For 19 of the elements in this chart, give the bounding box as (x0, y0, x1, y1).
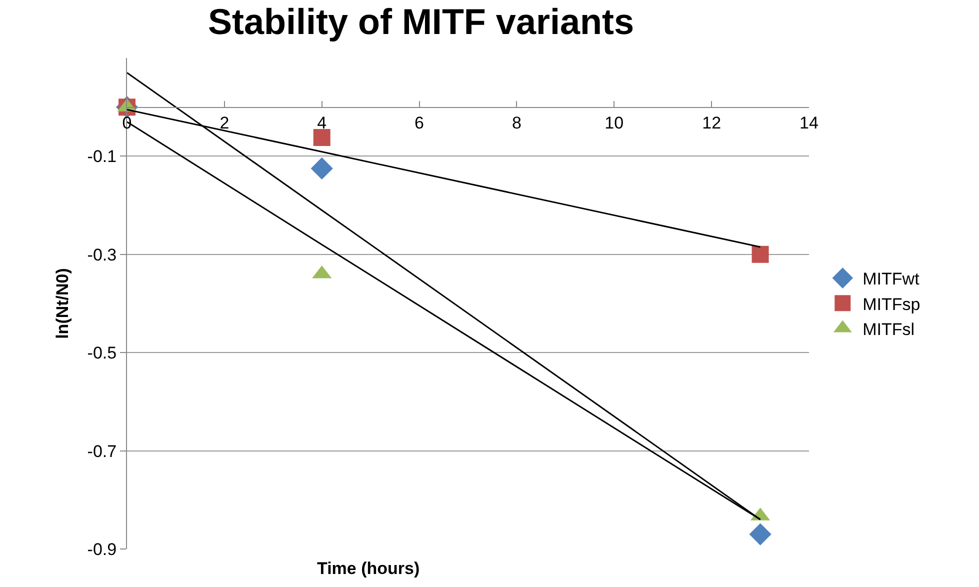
x-tick-label: 6 (414, 114, 424, 132)
y-tick-label: -0.5 (87, 344, 117, 363)
x-tick-label: 12 (702, 114, 722, 132)
y-tick-label: -0.9 (87, 540, 117, 559)
x-tick-label: 8 (512, 114, 522, 132)
y-tick-label: -0.3 (87, 245, 117, 264)
chart-title: Stability of MITF variants (208, 1, 634, 42)
y-tick-label: -0.1 (87, 147, 117, 166)
x-tick-label: 10 (604, 114, 624, 132)
x-axis-title: Time (hours) (317, 559, 420, 578)
x-tick-label: 0 (122, 114, 132, 132)
x-tick-label: 4 (317, 114, 327, 132)
x-tick-label: 14 (800, 114, 818, 132)
x-tick-label: 2 (220, 114, 230, 132)
y-tick-label: -0.7 (87, 442, 117, 461)
legend-label: MITFwt (862, 270, 920, 289)
y-axis-title: ln(Nt/N0) (52, 268, 72, 339)
legend-label: MITFsp (862, 294, 920, 314)
legend-label: MITFsl (862, 320, 915, 339)
